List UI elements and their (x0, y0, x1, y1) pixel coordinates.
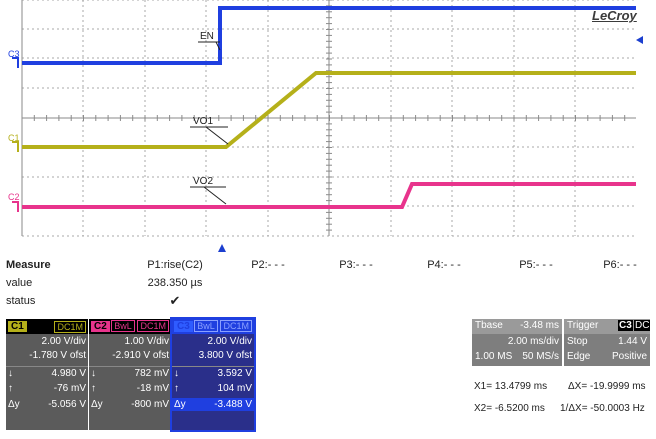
trigger-level-marker[interactable] (636, 36, 643, 44)
timebase-label: Tbase (475, 320, 503, 331)
c2-ground-tag[interactable]: C2 (8, 192, 20, 202)
timebase-delay: -3.48 ms (520, 320, 559, 331)
c2-coupling: DC1M (137, 320, 169, 332)
channel-markers (12, 57, 19, 212)
trigger-mode: Stop (567, 336, 588, 347)
trigger-time-marker[interactable] (218, 244, 226, 252)
trigger-coupling: DC (634, 320, 651, 331)
channel-c2-header[interactable]: C2 BwL DC1M (89, 319, 171, 334)
c2-delta-y: -800 mV (131, 399, 169, 410)
trigger-slope: Positive (611, 351, 647, 362)
c2-offset: -2.910 V ofst (112, 350, 169, 361)
c3-coupling: DC1M (220, 320, 252, 332)
c1-ground-tag[interactable]: C1 (8, 133, 20, 143)
param-p1-label[interactable]: P1:rise(C2) (147, 259, 203, 271)
c1-delta-y-icon: Δy (8, 399, 20, 410)
channel-c2-panel[interactable]: C2 BwL DC1M 1.00 V/div -2.910 V ofst ↓ 78… (89, 319, 171, 430)
trigger-source: C3 (618, 320, 633, 331)
brand-logo: LeCroy (592, 8, 637, 23)
trigger-panel[interactable]: Trigger C3 DC Stop 1.44 V Edge Positive (564, 319, 651, 366)
c3-delta-y-icon: Δy (174, 399, 186, 410)
c3-trace (22, 6, 636, 65)
trigger-level: 1.44 V (618, 336, 647, 347)
c1-trace (22, 71, 636, 149)
c2-delta-y-icon: Δy (91, 399, 103, 410)
c3-ground-tag[interactable]: C3 (8, 49, 20, 59)
param-p5-label[interactable]: P5:- - - (519, 259, 553, 271)
timebase-samples: 1.00 MS (475, 351, 513, 362)
cursor-x1: X1= 13.4799 ms (474, 381, 548, 392)
vo2-label: VO2 (193, 176, 214, 187)
param-p4-label[interactable]: P4:- - - (427, 259, 461, 271)
c1-delta-y: -5.056 V (48, 399, 86, 410)
en-label: EN (200, 31, 214, 42)
param-p6-label[interactable]: P6:- - - (603, 259, 637, 271)
c3-badge: C3 (174, 321, 193, 332)
timebase-panel[interactable]: Tbase -3.48 ms 2.00 ms/div 1.00 MS 50 MS… (472, 319, 562, 366)
c3-offset: 3.800 V ofst (198, 350, 252, 361)
measure-status-label: status (6, 295, 36, 307)
waveform-canvas (12, 0, 636, 237)
c2-up-arrow-icon: ↑ (91, 383, 96, 394)
c3-up-arrow-icon: ↑ (174, 383, 179, 394)
c2-badge: C2 (91, 321, 110, 332)
c3-delta-y: -3.488 V (214, 399, 252, 410)
cursor-inv-delta-x: 1/ΔX= -50.0003 Hz (560, 403, 645, 414)
c2-trace (22, 182, 636, 209)
cursor-x2: X2= -6.5200 ms (474, 403, 545, 414)
param-p3-label[interactable]: P3:- - - (339, 259, 373, 271)
c1-vdiv: 2.00 V/div (41, 336, 86, 347)
c1-up-arrow-icon: ↑ (8, 383, 13, 394)
measure-header[interactable]: Measure (6, 259, 51, 271)
timebase-rate: 50 MS/s (522, 351, 559, 362)
param-p2-label[interactable]: P2:- - - (251, 259, 285, 271)
param-p1-status-icon: ✔ (169, 293, 181, 308)
c3-down-arrow-icon: ↓ (174, 368, 179, 379)
trigger-type: Edge (567, 351, 591, 362)
c3-cursor-up: 104 mV (217, 383, 252, 394)
measure-value-label: value (6, 277, 33, 289)
vo1-label: VO1 (193, 116, 214, 127)
c1-down-arrow-icon: ↓ (8, 368, 13, 379)
timebase-tdiv: 2.00 ms/div (507, 336, 559, 347)
channel-c3-header[interactable]: C3 BwL DC1M (172, 319, 254, 334)
c1-cursor-up: -76 mV (53, 383, 86, 394)
c2-cursor-down: 782 mV (134, 368, 169, 379)
c2-bwl: BwL (111, 320, 135, 332)
scope-grid: LeCroy EN VO1 VO2 C3 C1 C2 (8, 0, 643, 237)
param-p1-value: 238.350 µs (147, 277, 203, 289)
c2-down-arrow-icon: ↓ (91, 368, 96, 379)
c3-vdiv: 2.00 V/div (207, 336, 252, 347)
c1-badge: C1 (8, 321, 27, 332)
c3-cursor-down: 3.592 V (217, 368, 252, 379)
trigger-label: Trigger (567, 320, 599, 331)
c2-vdiv: 1.00 V/div (124, 336, 169, 347)
channel-c1-panel[interactable]: C1 DC1M 2.00 V/div -1.780 V ofst ↓ 4.980 … (6, 319, 88, 430)
c1-offset: -1.780 V ofst (29, 350, 86, 361)
c3-bwl: BwL (194, 320, 218, 332)
c1-coupling: DC1M (54, 320, 86, 333)
channel-c3-panel[interactable]: C3 BwL DC1M 2.00 V/div 3.800 V ofst ↓ 3.5… (170, 317, 256, 432)
channel-c1-header[interactable]: C1 DC1M (6, 319, 88, 334)
c2-cursor-up: -18 mV (136, 383, 169, 394)
c1-cursor-down: 4.980 V (51, 368, 86, 379)
cursor-delta-x: ΔX= -19.9999 ms (568, 381, 646, 392)
